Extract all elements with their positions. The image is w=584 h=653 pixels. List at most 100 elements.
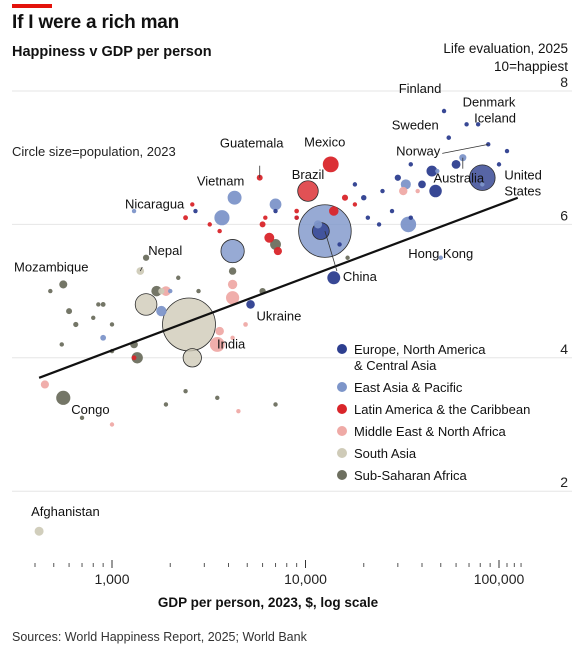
data-point bbox=[73, 321, 79, 328]
label-leader bbox=[139, 266, 143, 272]
data-point bbox=[207, 222, 212, 227]
point-finland bbox=[441, 108, 447, 114]
legend-swatch-latam bbox=[337, 404, 347, 414]
data-point bbox=[399, 186, 408, 196]
y-axis-label: Life evaluation, 2025 10=happiest bbox=[443, 40, 568, 76]
data-point bbox=[48, 288, 53, 294]
data-point bbox=[134, 293, 158, 316]
x-tick-label: 100,000 bbox=[474, 571, 525, 587]
legend-label-southasia: South Asia bbox=[354, 446, 417, 461]
data-point bbox=[215, 326, 224, 336]
point-brazil bbox=[297, 180, 319, 202]
data-point bbox=[109, 322, 115, 327]
data-point bbox=[156, 305, 167, 317]
point-sweden bbox=[446, 135, 452, 140]
trendline bbox=[38, 196, 519, 379]
legend-swatch-eastasia bbox=[337, 382, 347, 392]
data-point bbox=[504, 148, 510, 154]
data-point bbox=[269, 198, 282, 211]
data-point bbox=[236, 408, 241, 414]
data-point bbox=[158, 287, 165, 295]
label-line: States bbox=[504, 184, 541, 199]
legend-swatch-europe bbox=[337, 344, 347, 354]
data-point bbox=[215, 395, 220, 401]
data-point bbox=[183, 388, 188, 394]
size-note: Circle size=population, 2023 bbox=[12, 144, 176, 159]
point-denmark bbox=[464, 122, 469, 127]
trendline-path bbox=[38, 196, 519, 379]
point-label-denmark: Denmark bbox=[463, 94, 516, 109]
point-label-china: China bbox=[343, 269, 378, 284]
data-point bbox=[415, 188, 420, 194]
brand-accent-bar bbox=[12, 4, 52, 8]
legend-label-europe: Europe, North America & Central Asia bbox=[354, 342, 486, 373]
point-label-norway: Norway bbox=[396, 143, 441, 158]
data-point bbox=[273, 246, 282, 256]
data-point bbox=[59, 342, 64, 347]
data-point bbox=[426, 165, 438, 177]
point-label-nicaragua: Nicaragua bbox=[125, 196, 185, 211]
data-point bbox=[400, 216, 417, 233]
data-point bbox=[273, 208, 278, 214]
point-hong-kong bbox=[438, 255, 443, 260]
point-label-ukraine: Ukraine bbox=[257, 308, 302, 323]
data-point bbox=[408, 162, 413, 167]
legend-line: Europe, North America bbox=[354, 342, 486, 357]
data-point bbox=[408, 215, 413, 220]
data-point bbox=[100, 334, 107, 341]
source-note: Sources: World Happiness Report, 2025; W… bbox=[12, 630, 307, 644]
legend-label-mena: Middle East & North Africa bbox=[354, 424, 506, 439]
point-iceland bbox=[475, 122, 481, 127]
data-point bbox=[341, 194, 349, 201]
x-tick-label: 1,000 bbox=[94, 571, 129, 587]
y-axis-label-line2: 10=happiest bbox=[494, 59, 568, 74]
data-point bbox=[220, 239, 245, 264]
data-point bbox=[480, 182, 485, 187]
point-nicaragua bbox=[190, 202, 195, 207]
data-point bbox=[376, 222, 382, 227]
point-congo bbox=[56, 390, 71, 405]
point-label-finland: Finland bbox=[399, 81, 442, 96]
point-afghanistan bbox=[34, 526, 44, 536]
point-label-mozambique: Mozambique bbox=[14, 259, 88, 274]
point-mexico bbox=[322, 156, 339, 173]
x-axis-label: GDP per person, 2023, $, log scale bbox=[158, 595, 379, 610]
data-point bbox=[142, 254, 150, 261]
data-point bbox=[273, 402, 278, 407]
data-point bbox=[182, 348, 202, 368]
point-nepal bbox=[136, 267, 145, 275]
data-point bbox=[451, 159, 461, 169]
chart-title: If I were a rich man bbox=[12, 12, 180, 33]
data-point bbox=[214, 210, 230, 226]
data-point bbox=[294, 215, 299, 220]
data-points bbox=[34, 108, 510, 536]
point-label-mexico: Mexico bbox=[304, 134, 345, 149]
point-label-united-states: United States bbox=[504, 168, 542, 199]
data-point bbox=[161, 286, 171, 296]
data-point bbox=[225, 291, 240, 305]
data-point bbox=[352, 182, 358, 187]
data-point bbox=[263, 215, 268, 220]
data-point bbox=[496, 162, 502, 167]
y-tick-labels: 8 6 4 2 bbox=[560, 74, 568, 490]
data-point bbox=[259, 221, 266, 228]
data-point bbox=[345, 255, 350, 260]
y-axis-label-line1: Life evaluation, 2025 bbox=[443, 41, 568, 56]
data-point bbox=[227, 279, 238, 290]
data-point bbox=[91, 315, 96, 320]
y-tick-label: 2 bbox=[560, 474, 568, 490]
point-ukraine bbox=[246, 300, 255, 309]
data-point bbox=[230, 335, 235, 340]
y-tick-label: 4 bbox=[560, 341, 568, 357]
label-leader bbox=[442, 143, 489, 154]
data-point bbox=[394, 174, 401, 181]
data-point bbox=[168, 288, 173, 294]
data-point bbox=[243, 322, 248, 327]
gridlines bbox=[12, 90, 572, 492]
point-label-nepal: Nepal bbox=[148, 243, 182, 258]
data-point bbox=[389, 208, 395, 214]
data-point bbox=[131, 355, 137, 361]
point-label-brazil: Brazil bbox=[292, 167, 325, 182]
chart-subtitle: Happiness v GDP per person bbox=[12, 44, 212, 60]
